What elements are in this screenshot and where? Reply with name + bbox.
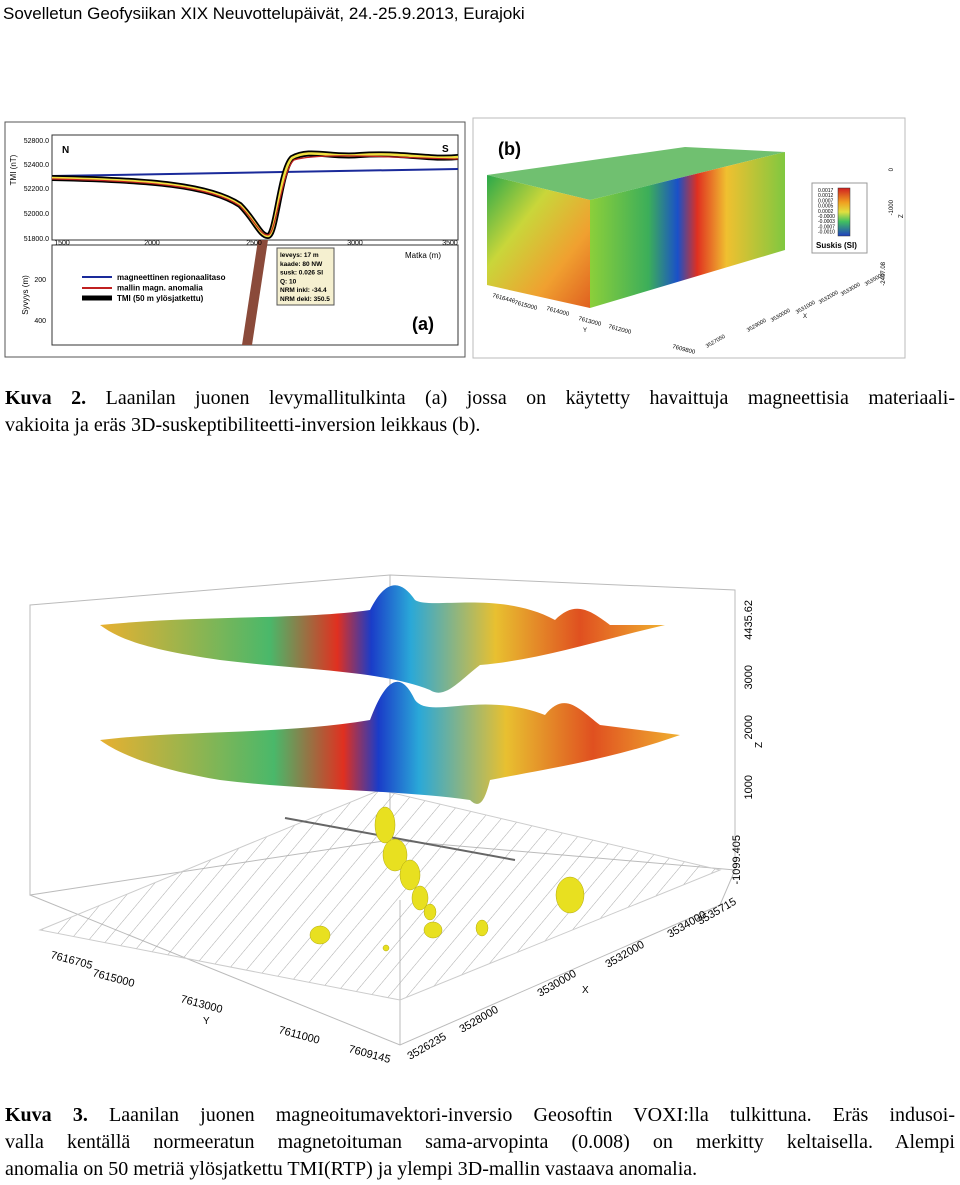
tick-label: 0 xyxy=(889,167,895,171)
colorbar-tick: -0.0000 xyxy=(818,214,835,220)
tick-label: 2000 xyxy=(743,715,755,739)
caption-line: anomalia on 50 metriä ylösjatkettu TMI(R… xyxy=(5,1156,955,1183)
caption-label: Kuva 2. xyxy=(5,387,87,409)
tick-label: -2407.08 xyxy=(881,261,887,285)
north-label: N xyxy=(62,145,69,156)
colorbar-tick: 0.0012 xyxy=(818,193,834,199)
upper-surface xyxy=(100,585,665,693)
dike xyxy=(242,240,268,345)
colorbar-tick: -0.0007 xyxy=(818,224,835,230)
legend-label: magneettinen regionaalitaso xyxy=(117,273,226,282)
axis-label: Y xyxy=(583,328,587,334)
axis-label: TMI (nT) xyxy=(9,154,18,185)
info-box xyxy=(276,247,335,306)
info-line: Q: 10 xyxy=(280,278,297,285)
axis-label: X xyxy=(582,985,589,996)
tick-label: 3500 xyxy=(442,240,458,247)
tick-label: 7616705 xyxy=(49,949,93,972)
tick-label: 3000 xyxy=(347,240,363,247)
tick-label: 1000 xyxy=(743,775,755,799)
caption-text: anomalia on 50 metriä ylösjatkettu TMI(R… xyxy=(5,1158,698,1180)
block-front xyxy=(487,175,590,308)
caption-3: Kuva 3. Laanilan juonen magneoitumavekto… xyxy=(5,1102,955,1183)
axis-label: Z xyxy=(899,214,905,218)
tick-label: 52800.0 xyxy=(24,138,49,145)
tick-label: -1099.405 xyxy=(731,835,743,885)
legend-label: TMI (50 m ylösjatkettu) xyxy=(117,294,204,303)
caption-text: valla kentällä normeeratun magnetoituman… xyxy=(5,1131,955,1153)
tick-label: 400 xyxy=(34,318,46,325)
hatched-plane xyxy=(38,789,722,1001)
tick-label: 200 xyxy=(34,277,46,284)
tick-label: 3532000 xyxy=(604,939,647,971)
caption-line: Kuva 2. Laanilan juonen levymallitulkint… xyxy=(5,385,955,412)
caption-text: Laanilan juonen magneoitumavektori-inver… xyxy=(109,1104,956,1126)
tick-label: 52200.0 xyxy=(24,186,49,193)
caption-label: Kuva 3. xyxy=(5,1104,88,1126)
model-curve xyxy=(51,155,459,236)
info-line: NRM dekl: 350.5 xyxy=(280,296,330,303)
axis-label: Matka (m) xyxy=(405,251,441,260)
colorbar-tick: -0.0010 xyxy=(818,230,835,236)
axis-label: Y xyxy=(203,1016,210,1027)
legend-label: mallin magn. anomalia xyxy=(117,284,203,293)
tick-label: 1500 xyxy=(54,240,70,247)
header-title: Sovelletun Geofysiikan XIX Neuvottelupäi… xyxy=(3,4,525,23)
caption-line: valla kentällä normeeratun magnetoituman… xyxy=(5,1129,955,1156)
info-line: susk: 0.026 SI xyxy=(280,270,323,277)
tick-label: 52400.0 xyxy=(24,162,49,169)
info-line: kaade: 80 NW xyxy=(280,261,323,268)
regional-line xyxy=(51,168,459,177)
tick-label: 3000 xyxy=(743,665,755,689)
lower-surface xyxy=(100,681,680,804)
tick-label: 51800.0 xyxy=(24,236,49,243)
tick-label: 4435.62 xyxy=(743,600,755,640)
figures: Sovelletun Geofysiikan XIX Neuvottelupäi… xyxy=(3,4,906,1066)
colorbar-tick: 0.0005 xyxy=(818,204,834,210)
depth-plot-area xyxy=(51,244,459,346)
block-top xyxy=(487,147,785,200)
tick-label: 2500 xyxy=(246,240,262,247)
tmi-plot-area xyxy=(51,134,459,241)
colorbar-tick: 0.0007 xyxy=(818,198,834,204)
tick-label: 7613000 xyxy=(179,993,223,1016)
info-line: NRM inkl: -34.4 xyxy=(280,287,327,294)
panel-label: (a) xyxy=(412,314,434,334)
tick-label: 52000.0 xyxy=(24,211,49,218)
info-line: leveys: 17 m xyxy=(280,252,319,259)
tick-label: 7611000 xyxy=(277,1024,321,1046)
colorbar-tick: 0.0002 xyxy=(818,209,834,215)
south-label: S xyxy=(442,144,449,155)
block-side xyxy=(590,152,785,308)
colorbar-frame xyxy=(811,182,868,254)
caption-text: Laanilan juonen levymallitulkinta (a) jo… xyxy=(105,387,956,409)
tick-label: 7609145 xyxy=(347,1043,391,1066)
caption-text: vakioita ja eräs 3D-suskeptibiliteetti-i… xyxy=(5,414,481,436)
isosurfaces xyxy=(309,806,585,952)
profile-line xyxy=(284,817,516,861)
panel-label: (b) xyxy=(498,139,521,159)
tick-label: 3530000 xyxy=(536,968,579,1000)
caption-line: Kuva 3. Laanilan juonen magneoitumavekto… xyxy=(5,1102,955,1129)
colorbar xyxy=(837,187,851,237)
caption-2: Kuva 2. Laanilan juonen levymallitulkint… xyxy=(5,385,955,439)
colorbar-tick: -0.0003 xyxy=(818,219,835,225)
tick-label: 7615000 xyxy=(91,967,135,990)
axis-label: X xyxy=(803,314,807,320)
tick-label: 2000 xyxy=(144,240,160,247)
colorbar-tick: 0.0017 xyxy=(818,188,834,194)
caption-line: vakioita ja eräs 3D-suskeptibiliteetti-i… xyxy=(5,412,955,439)
tick-label: -1000 xyxy=(889,199,895,215)
tick-label: 3528000 xyxy=(458,1004,501,1036)
colorbar-label: Suskis (SI) xyxy=(816,241,857,250)
axis-label: Syvyys (m) xyxy=(21,275,30,315)
axis-label: Z xyxy=(754,742,765,748)
tick-label: 3526235 xyxy=(406,1031,449,1063)
